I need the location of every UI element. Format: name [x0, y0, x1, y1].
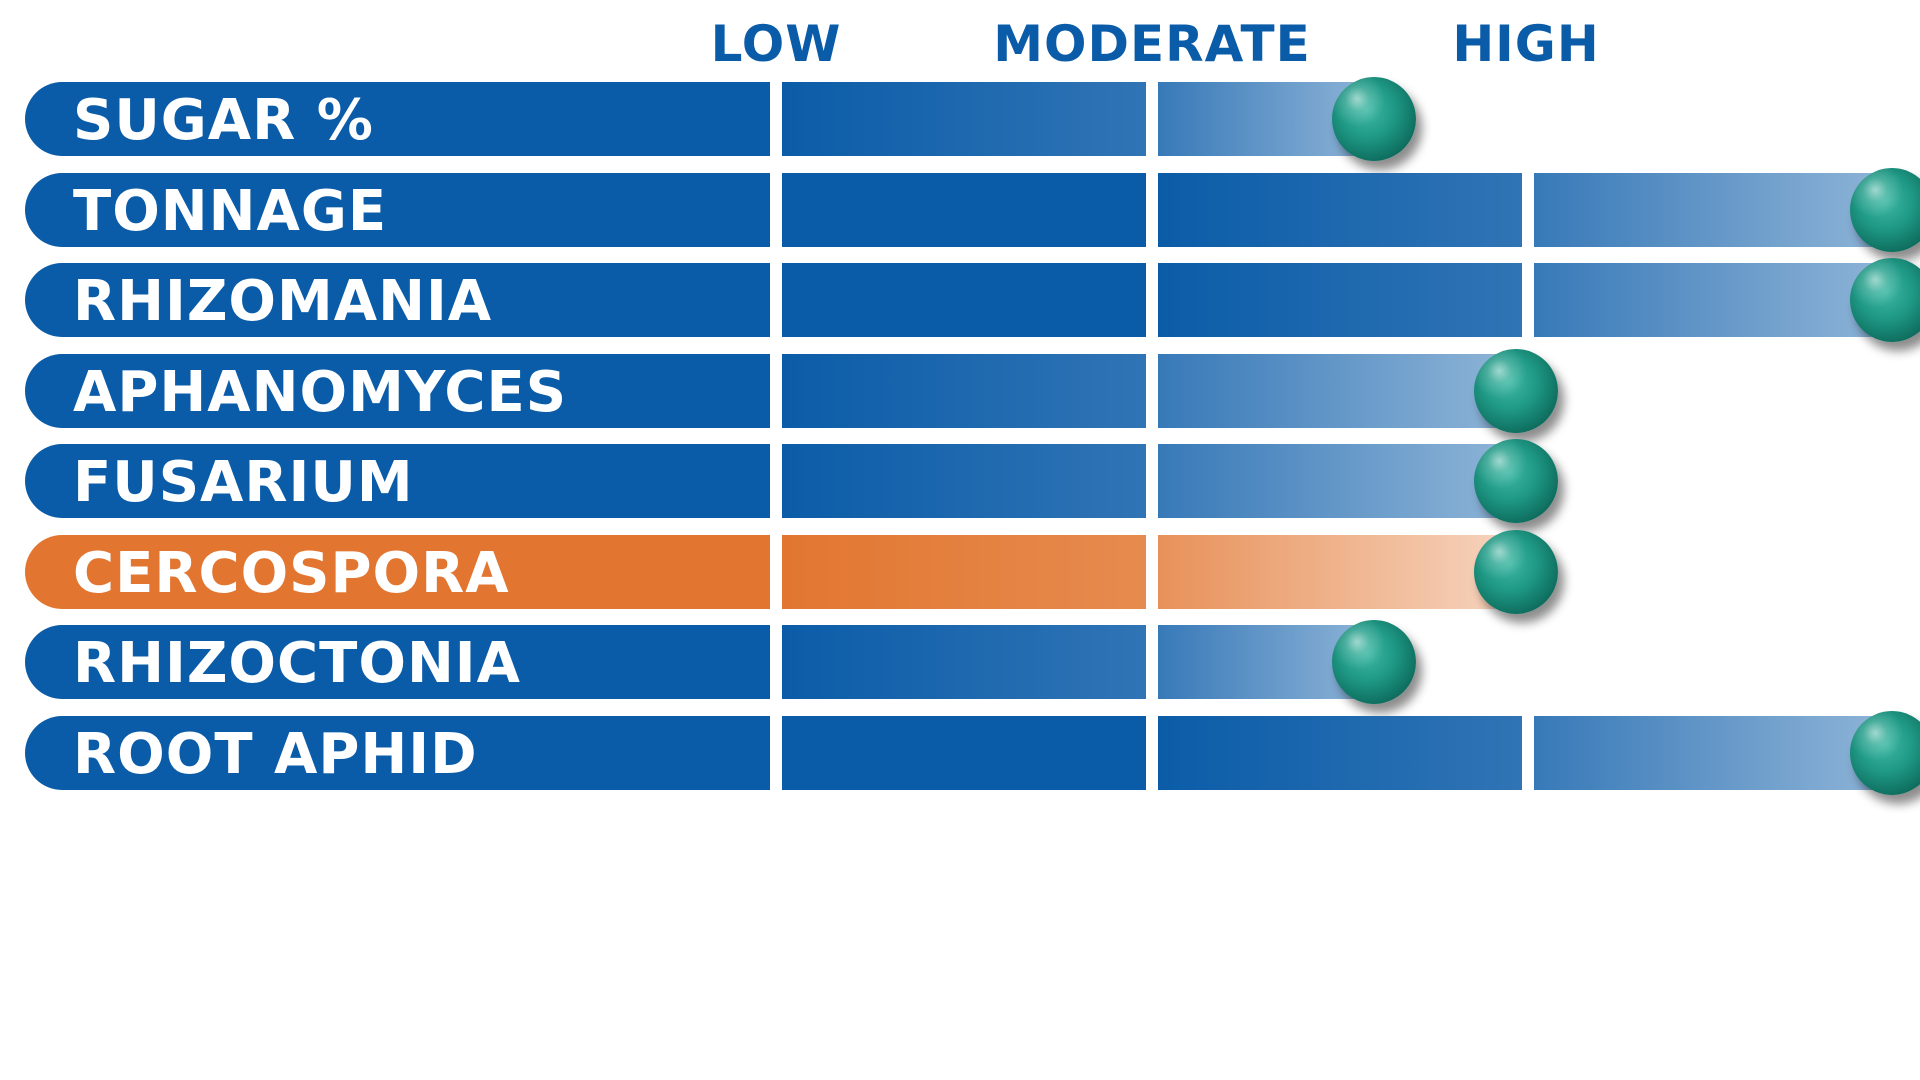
rating-segment: [782, 172, 1146, 247]
rating-segment: [1158, 263, 1522, 337]
rating-marker-ball: [1850, 710, 1920, 795]
trait-label: FUSARIUM: [73, 450, 414, 515]
trait-row-sugar: SUGAR %: [0, 77, 1920, 161]
rating-segment: [782, 625, 1146, 699]
rating-marker-ball: [1474, 348, 1558, 433]
rating-marker-ball: [1332, 620, 1416, 704]
scale-label-low: LOW: [710, 15, 842, 73]
rating-segment: [1158, 534, 1522, 609]
rating-segment: [782, 353, 1146, 428]
rating-segment: [782, 82, 1146, 156]
trait-row-cercospora: CERCOSPORA: [0, 529, 1920, 614]
rating-segment: [1158, 444, 1522, 518]
rating-segment: [782, 263, 1146, 337]
rating-segment: [1534, 263, 1898, 337]
trait-label-bar: RHIZOCTONIA: [25, 625, 770, 699]
trait-label: SUGAR %: [73, 88, 374, 153]
rating-marker-ball: [1474, 529, 1558, 614]
rating-segment: [1534, 715, 1898, 790]
trait-row-root-aphid: ROOT APHID: [0, 710, 1920, 795]
rating-marker-ball: [1850, 258, 1920, 342]
rating-segment: [782, 534, 1146, 609]
trait-row-rhizoctonia: RHIZOCTONIA: [0, 620, 1920, 704]
trait-row-aphanomyces: APHANOMYCES: [0, 348, 1920, 433]
trait-label-bar: RHIZOMANIA: [25, 263, 770, 337]
trait-label: TONNAGE: [73, 178, 388, 244]
rating-marker-ball: [1850, 167, 1920, 252]
rating-segment: [782, 715, 1146, 790]
trait-row-rhizomania: RHIZOMANIA: [0, 258, 1920, 342]
trait-label: APHANOMYCES: [73, 359, 568, 425]
rating-segment: [1158, 172, 1522, 247]
trait-label: CERCOSPORA: [73, 540, 510, 606]
trait-label-bar: CERCOSPORA: [25, 534, 770, 609]
rating-segment: [1534, 172, 1898, 247]
rating-marker-ball: [1474, 439, 1558, 523]
scale-label-high: HIGH: [1452, 15, 1600, 73]
trait-label: RHIZOMANIA: [73, 269, 493, 334]
trait-label-bar: TONNAGE: [25, 172, 770, 247]
rating-marker-ball: [1332, 77, 1416, 161]
trait-label: RHIZOCTONIA: [73, 631, 521, 696]
trait-label-bar: ROOT APHID: [25, 715, 770, 790]
trait-row-tonnage: TONNAGE: [0, 167, 1920, 252]
trait-row-fusarium: FUSARIUM: [0, 439, 1920, 523]
scale-label-moderate: MODERATE: [993, 15, 1311, 73]
trait-label-bar: APHANOMYCES: [25, 353, 770, 428]
rating-segment: [1158, 353, 1522, 428]
trait-label-bar: SUGAR %: [25, 82, 770, 156]
rating-segment: [1158, 715, 1522, 790]
trait-label: ROOT APHID: [73, 721, 478, 787]
rating-segment: [782, 444, 1146, 518]
trait-label-bar: FUSARIUM: [25, 444, 770, 518]
